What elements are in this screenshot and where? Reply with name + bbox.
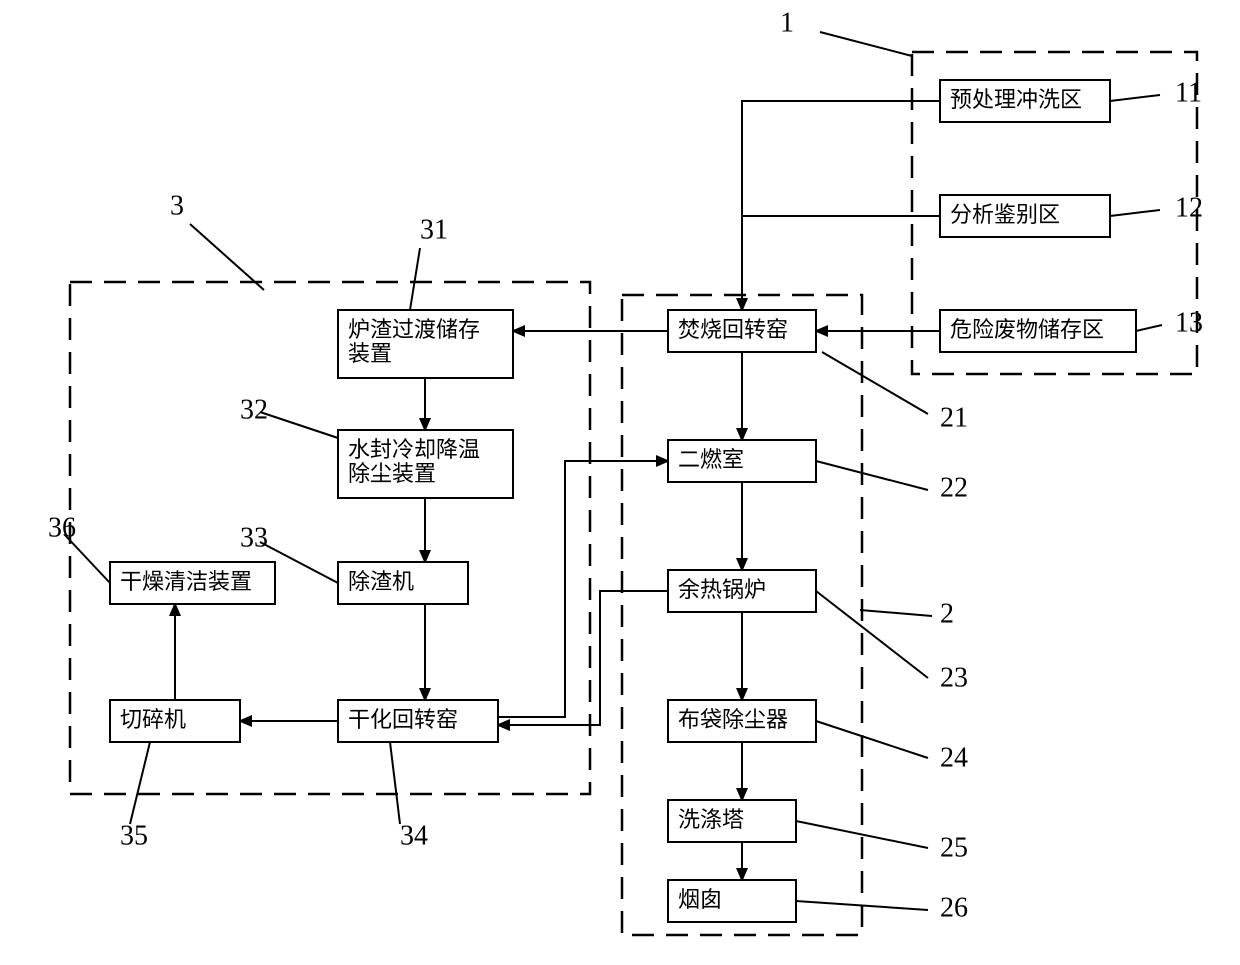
leader-n35 [130, 742, 150, 824]
leader-n34 [390, 742, 400, 824]
node-label-n36-0: 干燥清洁装置 [120, 569, 252, 594]
node-label-n33-0: 除渣机 [348, 569, 414, 594]
ref-n33: 33 [240, 522, 268, 553]
flowchart-diagram: 预处理冲洗区分析鉴别区危险废物储存区 焚烧回转窑二燃室余热锅炉布袋除尘器洗涤塔烟囱… [0, 0, 1240, 965]
ref-n26: 26 [940, 892, 968, 923]
edge-e11_21 [742, 101, 940, 310]
leader-n31 [410, 248, 420, 310]
node-label-n13-0: 危险废物储存区 [950, 317, 1104, 342]
leader-g3 [190, 224, 264, 290]
node-label-n32-0: 水封冷却降温 [348, 437, 480, 462]
ref-g1: 1 [780, 7, 794, 38]
node-label-n25-0: 洗涤塔 [678, 807, 744, 832]
node-label-n21-0: 焚烧回转窑 [678, 317, 788, 342]
leader-n12 [1110, 210, 1160, 216]
ref-g2: 2 [940, 598, 954, 629]
leader-n24 [816, 721, 928, 758]
leader-n32 [260, 412, 338, 438]
node-label-n24-0: 布袋除尘器 [678, 707, 788, 732]
leader-g2 [860, 610, 932, 616]
node-label-n12-0: 分析鉴别区 [950, 202, 1060, 227]
ref-n35: 35 [120, 820, 148, 851]
edge-e34_22 [498, 461, 668, 717]
node-label-n11-0: 预处理冲洗区 [950, 87, 1082, 112]
ref-n36: 36 [48, 512, 76, 543]
ref-n21: 21 [940, 402, 968, 433]
node-label-n23-0: 余热锅炉 [678, 577, 766, 602]
leader-n13 [1136, 325, 1162, 331]
node-label-n31-0: 炉渣过渡储存 [348, 317, 480, 342]
leader-n11 [1110, 95, 1160, 101]
node-label-n26-0: 烟囱 [678, 887, 722, 912]
node-label-n22-0: 二燃室 [678, 447, 744, 472]
node-label-n35-0: 切碎机 [120, 707, 186, 732]
ref-n25: 25 [940, 832, 968, 863]
ref-n12: 12 [1175, 192, 1203, 223]
node-label-n34-0: 干化回转窑 [348, 707, 458, 732]
ref-n32: 32 [240, 394, 268, 425]
leader-n22 [816, 461, 928, 490]
ref-n13: 13 [1175, 307, 1203, 338]
edge-e23_34 [498, 591, 668, 725]
ref-n24: 24 [940, 742, 968, 773]
ref-n31: 31 [420, 214, 448, 245]
leader-n23 [816, 591, 928, 678]
ref-n11: 11 [1175, 77, 1202, 108]
ref-g3: 3 [170, 190, 184, 221]
ref-n34: 34 [400, 820, 428, 851]
ref-n22: 22 [940, 472, 968, 503]
node-label-n31-1: 装置 [348, 341, 392, 366]
ref-n23: 23 [940, 662, 968, 693]
node-label-n32-1: 除尘装置 [348, 461, 436, 486]
leader-g1 [820, 32, 912, 56]
